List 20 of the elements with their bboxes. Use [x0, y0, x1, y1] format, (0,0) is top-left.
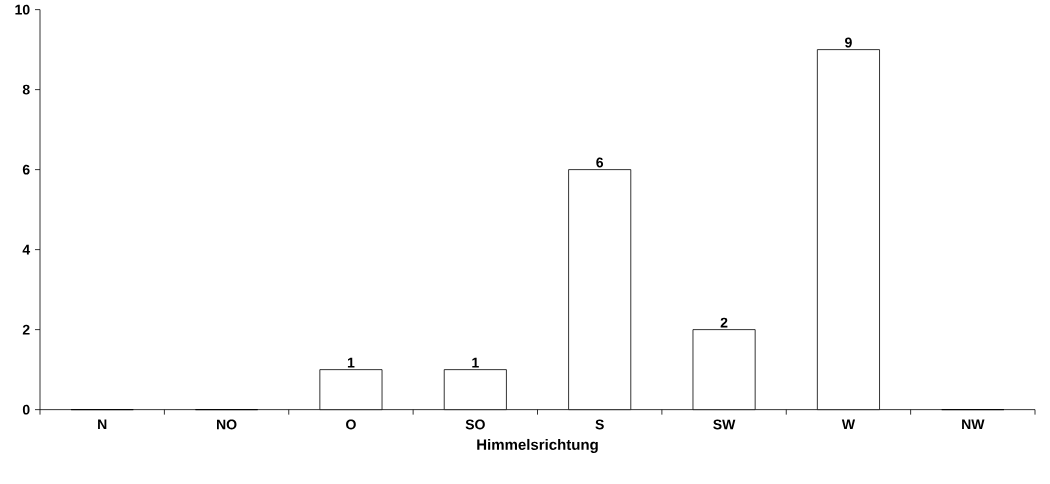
x-tick-label: S: [595, 419, 604, 430]
x-axis-title: Himmelsrichtung: [477, 439, 598, 454]
x-tick-label: O: [346, 419, 356, 430]
y-tick-label: 10: [15, 4, 30, 15]
data-label: 1: [472, 357, 479, 368]
x-tick-label: SO: [465, 419, 485, 430]
y-tick-label: 2: [22, 324, 30, 335]
x-tick-label: W: [841, 419, 856, 430]
x-tick-label: NW: [962, 419, 985, 430]
data-label: 9: [845, 37, 852, 48]
data-label: 6: [596, 157, 604, 168]
x-tick-label: NO: [217, 419, 237, 430]
y-tick-label: 8: [22, 84, 30, 95]
y-tick-label: 6: [22, 164, 30, 175]
x-tick-label: SW: [713, 419, 736, 430]
data-label: 2: [720, 317, 728, 328]
y-tick-label: 4: [22, 245, 31, 255]
x-tick-label: N: [98, 419, 107, 430]
y-tick-label: 0: [22, 404, 30, 415]
data-label: 1: [347, 357, 355, 368]
